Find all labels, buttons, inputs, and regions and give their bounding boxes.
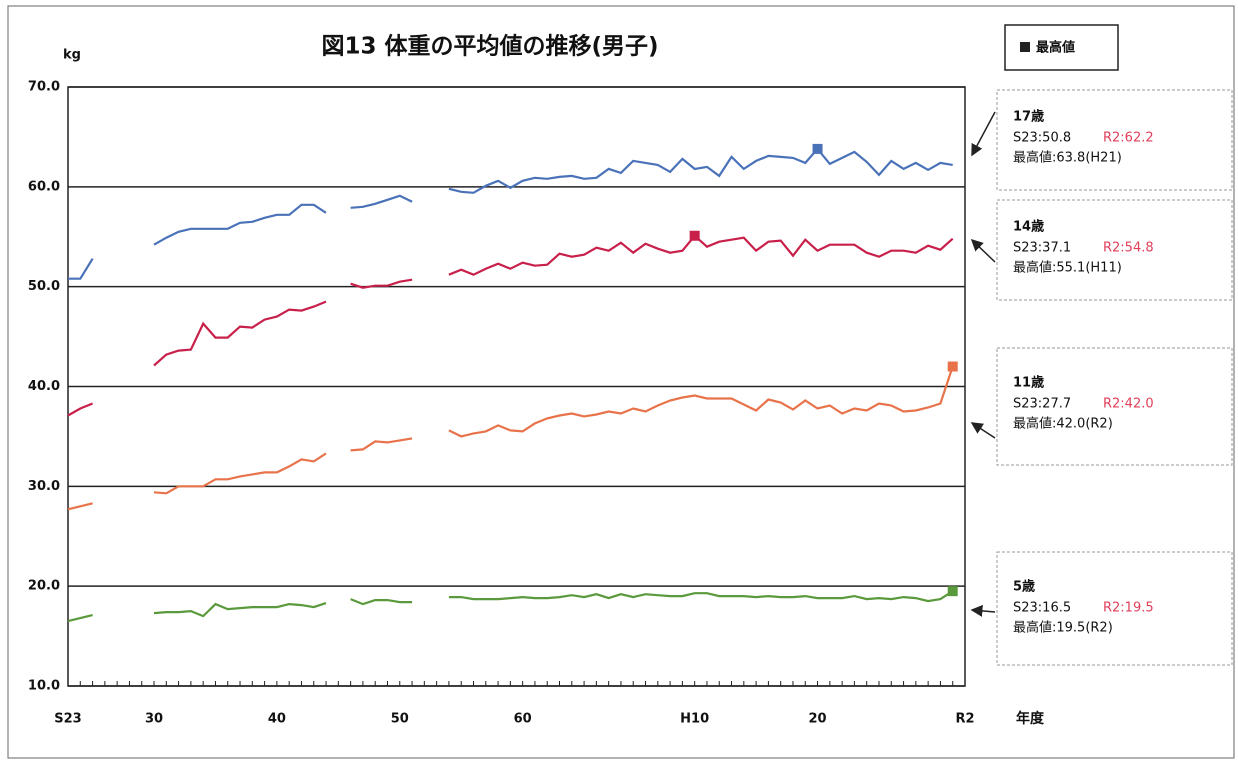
annotation-latest: R2:62.2: [1103, 131, 1154, 146]
annotation-max: 最高値:55.1(H11): [1013, 260, 1122, 276]
max-marker: [812, 143, 823, 154]
x-tick-label: 40: [268, 712, 286, 727]
arrows: [970, 111, 996, 617]
annotation-label: 5歳: [1013, 579, 1035, 595]
x-tick-label: S23: [54, 712, 81, 727]
x-tick-label: R2: [955, 712, 974, 727]
arrow: [971, 111, 996, 157]
x-tick-label: 30: [145, 712, 163, 727]
x-tick-label: 50: [391, 712, 409, 727]
annotation-latest: R2:54.8: [1103, 241, 1154, 256]
annotation-start: S23:16.5: [1013, 601, 1071, 616]
y-tick-label: 70.0: [28, 80, 60, 95]
y-tick-label: 30.0: [28, 479, 60, 494]
annotation-label: 11歳: [1013, 375, 1044, 391]
series-line: [67, 234, 954, 417]
arrow: [970, 422, 996, 439]
legend-swatch: [1020, 42, 1030, 52]
series-line: [67, 366, 954, 511]
annotation-max: 最高値:42.0(R2): [1013, 416, 1113, 432]
annotation-box: [996, 551, 1233, 666]
annotation-start: S23:50.8: [1013, 131, 1071, 146]
series-line: [68, 147, 953, 280]
x-tick-label: 20: [809, 712, 827, 727]
annotation-start: S23:27.7: [1013, 397, 1071, 412]
annotation-label: 14歳: [1013, 219, 1044, 235]
frame: [7, 5, 1235, 759]
y-tick-label: 20.0: [28, 579, 60, 594]
annotation-latest: R2:42.0: [1103, 397, 1154, 412]
max-marker: [947, 361, 958, 372]
annotation-latest: R2:19.5: [1103, 601, 1154, 616]
legend-label: 最高値: [1036, 40, 1075, 56]
annotation-label: 17歳: [1013, 109, 1044, 125]
chart-title: 図13 体重の平均値の推移(男子): [321, 33, 658, 60]
annotation-start: S23:37.1: [1013, 241, 1071, 256]
y-tick-label: 60.0: [28, 179, 60, 194]
annotation-box: [996, 347, 1233, 466]
y-tick-label: 40.0: [28, 379, 60, 394]
arrow: [970, 238, 996, 263]
annotation-box: [996, 89, 1233, 191]
series-line: [67, 590, 954, 623]
max-marker: [689, 230, 700, 241]
annotation-max: 最高値:63.8(H21): [1013, 150, 1122, 166]
y-tick-label: 10.0: [28, 679, 60, 694]
x-tick-label: 60: [514, 712, 532, 727]
max-marker: [947, 586, 958, 597]
y-tick-label: 50.0: [28, 279, 60, 294]
arrow: [970, 604, 996, 617]
y-axis-label: kg: [63, 48, 81, 63]
x-tick-label: H10: [680, 712, 709, 727]
annotation-max: 最高値:19.5(R2): [1013, 620, 1113, 636]
x-axis-label: 年度: [1016, 710, 1045, 727]
annotation-box: [996, 199, 1233, 301]
